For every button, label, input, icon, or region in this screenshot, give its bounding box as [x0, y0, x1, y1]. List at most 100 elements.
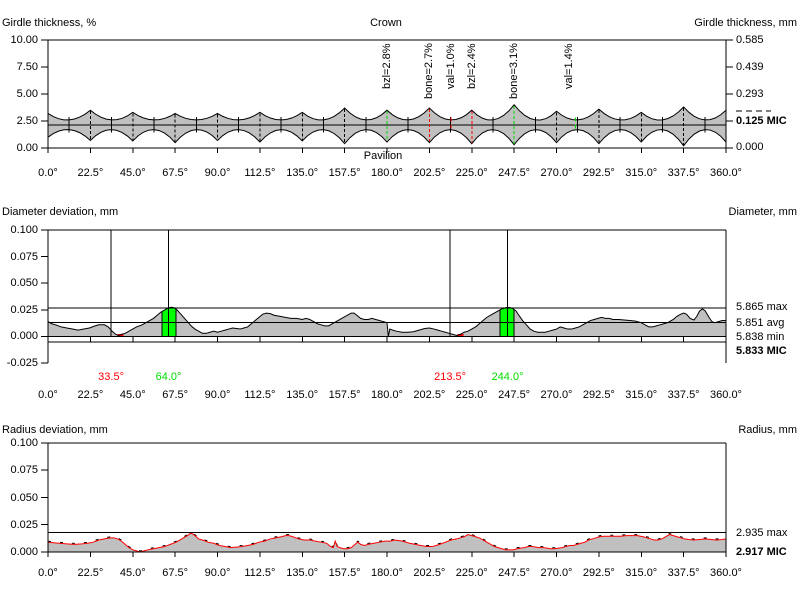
x-tick-label: 135.0°	[286, 389, 319, 401]
diameter-min-highlight	[457, 333, 464, 337]
radius-curve-black	[47, 531, 727, 552]
girdle-mic-label: 0.125 MIC	[736, 115, 787, 127]
x-tick-label: 45.0°	[119, 389, 146, 401]
x-tick-label: 112.5°	[244, 167, 276, 179]
x-tick-label: 45.0°	[119, 567, 146, 579]
diameter-stat-label: 5.833 MIC	[736, 345, 787, 357]
x-tick-label: 337.5°	[667, 167, 700, 179]
x-tick-label: 225.0°	[455, 167, 488, 179]
x-tick-label: 112.5°	[244, 389, 276, 401]
diameter-area	[48, 307, 726, 337]
x-tick-label: 135.0°	[286, 167, 319, 179]
diameter-stat-label: 5.865 max	[736, 301, 788, 313]
x-tick-label: 22.5°	[77, 389, 104, 401]
girdle-annotation-label: val=1.0%	[445, 42, 458, 90]
diameter-left-tick-label: -0.025	[6, 357, 38, 369]
x-tick-label: 292.5°	[582, 389, 615, 401]
x-tick-label: 270.0°	[540, 567, 573, 579]
x-tick-label: 202.5°	[413, 567, 446, 579]
radius-stat-label: 2.935 max	[736, 527, 788, 539]
x-tick-label: 202.5°	[413, 167, 446, 179]
radius-left-tick-label: 0.100	[10, 437, 38, 449]
diameter-angle-label: 213.5°	[434, 371, 467, 383]
girdle-right-tick-label: 0.585	[736, 34, 764, 46]
x-tick-label: 0.0°	[38, 567, 58, 579]
girdle-annotation-label: val=1.4%	[563, 42, 576, 90]
girdle-band	[48, 104, 726, 146]
girdle-title-right: Girdle thickness, mm	[694, 17, 797, 29]
x-tick-label: 180.0°	[371, 389, 403, 401]
girdle-left-tick-label: 5.00	[16, 88, 38, 100]
x-tick-label: 247.5°	[498, 167, 531, 179]
diameter-left-tick-label: 0.000	[10, 330, 38, 343]
girdle-annotation-label: bone=2.7%	[423, 42, 436, 100]
x-tick-label: 112.5°	[244, 567, 276, 579]
radius-title-left: Radius deviation, mm	[2, 424, 108, 436]
girdle-left-tick-label: 0.00	[16, 142, 38, 154]
x-tick-label: 315.0°	[625, 567, 658, 579]
diameter-left-tick-label: 0.075	[10, 250, 38, 263]
girdle-left-tick-label: 7.50	[16, 61, 38, 73]
radius-area	[48, 532, 726, 552]
x-tick-label: 315.0°	[625, 389, 658, 401]
x-tick-label: 45.0°	[119, 167, 146, 179]
diameter-left-tick-label: 0.050	[10, 277, 38, 290]
x-tick-label: 67.5°	[162, 167, 189, 179]
x-tick-label: 22.5°	[77, 167, 104, 179]
crown-label: Crown	[370, 17, 402, 29]
x-tick-label: 292.5°	[582, 167, 615, 179]
diameter-stat-label: 5.838 min	[736, 331, 785, 343]
x-tick-label: 270.0°	[540, 167, 573, 179]
x-tick-label: 360.0°	[710, 389, 742, 401]
x-tick-label: 22.5°	[77, 567, 104, 579]
girdle-band-lower-outline	[47, 129, 727, 147]
x-tick-label: 90.0°	[204, 167, 231, 179]
x-tick-label: 157.5°	[328, 389, 361, 401]
diameter-left-tick-label: 0.100	[10, 224, 38, 236]
radius-title-right: Radius, mm	[738, 424, 797, 436]
diameter-stat-label: 5.851 avg	[736, 317, 785, 329]
x-tick-label: 180.0°	[371, 167, 403, 179]
radius-stat-label: 2.917 MIC	[736, 546, 787, 558]
girdle-annotation-label: bzl=2.4%	[465, 42, 478, 90]
x-tick-label: 90.0°	[204, 567, 231, 579]
x-tick-label: 180.0°	[371, 567, 403, 579]
x-tick-label: 247.5°	[498, 567, 531, 579]
x-tick-label: 90.0°	[204, 389, 231, 401]
radius-left-tick-label: 0.050	[10, 491, 38, 504]
x-tick-label: 135.0°	[286, 567, 319, 579]
x-tick-label: 225.0°	[455, 567, 488, 579]
x-tick-label: 315.0°	[625, 167, 658, 179]
diameter-curve	[47, 306, 726, 337]
x-tick-label: 360.0°	[710, 167, 742, 179]
x-tick-label: 202.5°	[413, 389, 446, 401]
girdle-right-tick-label: 0.293	[736, 88, 764, 100]
girdle-title-left: Girdle thickness, %	[2, 17, 97, 29]
girdle-annotation-label: bzl=2.8%	[381, 42, 393, 90]
x-tick-label: 67.5°	[162, 567, 189, 579]
radius-left-tick-label: 0.025	[10, 518, 38, 531]
girdle-band-upper-outline	[47, 104, 727, 121]
girdle-left-tick-label: 2.50	[16, 115, 38, 127]
girdle-left-tick-label: 10.00	[10, 34, 38, 46]
diameter-angle-label: 64.0°	[155, 371, 182, 383]
x-tick-label: 337.5°	[667, 567, 700, 579]
radius-left-tick-label: 0.000	[10, 546, 38, 558]
x-tick-label: 157.5°	[328, 567, 361, 579]
x-tick-label: 157.5°	[328, 167, 361, 179]
diameter-angle-label: 33.5°	[98, 371, 124, 383]
pavilion-label: Pavilion	[363, 150, 403, 162]
x-tick-label: 360.0°	[710, 567, 742, 579]
x-tick-label: 225.0°	[455, 389, 488, 401]
girdle-right-tick-label: 0.000	[736, 141, 764, 153]
x-tick-label: 67.5°	[162, 389, 189, 401]
diameter-left-tick-label: 0.025	[10, 303, 38, 316]
x-tick-label: 0.0°	[38, 167, 58, 179]
girdle-right-tick-label: 0.439	[736, 61, 764, 73]
x-tick-label: 292.5°	[582, 567, 615, 579]
radius-curve-red	[47, 532, 727, 553]
diameter-title-left: Diameter deviation, mm	[2, 206, 119, 218]
radius-left-tick-label: 0.075	[10, 464, 38, 477]
